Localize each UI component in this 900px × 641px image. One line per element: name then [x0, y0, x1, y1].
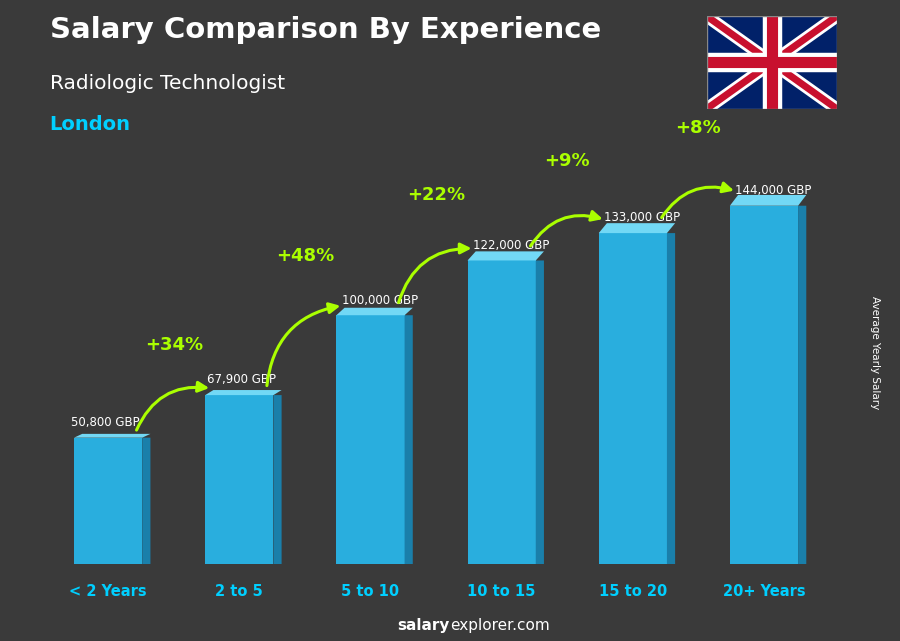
Text: 5 to 10: 5 to 10 — [341, 584, 400, 599]
Polygon shape — [667, 233, 675, 564]
Polygon shape — [142, 438, 150, 564]
Text: 100,000 GBP: 100,000 GBP — [342, 294, 418, 306]
Text: 144,000 GBP: 144,000 GBP — [735, 184, 812, 197]
FancyBboxPatch shape — [205, 395, 274, 564]
FancyBboxPatch shape — [730, 206, 798, 564]
Text: Radiologic Technologist: Radiologic Technologist — [50, 74, 284, 93]
Text: +9%: +9% — [544, 152, 590, 170]
Text: 67,900 GBP: 67,900 GBP — [206, 374, 275, 387]
FancyBboxPatch shape — [74, 438, 142, 564]
FancyBboxPatch shape — [598, 233, 667, 564]
Text: 15 to 20: 15 to 20 — [598, 584, 667, 599]
Text: +22%: +22% — [407, 185, 465, 204]
Polygon shape — [536, 260, 544, 564]
Text: 122,000 GBP: 122,000 GBP — [472, 238, 549, 252]
Text: +48%: +48% — [275, 247, 334, 265]
Text: Average Yearly Salary: Average Yearly Salary — [870, 296, 880, 409]
Polygon shape — [337, 308, 413, 315]
Text: 20+ Years: 20+ Years — [723, 584, 806, 599]
Text: +34%: +34% — [145, 335, 202, 353]
Text: salary: salary — [398, 619, 450, 633]
Polygon shape — [798, 206, 806, 564]
Text: 133,000 GBP: 133,000 GBP — [604, 212, 680, 224]
Text: 10 to 15: 10 to 15 — [467, 584, 536, 599]
Polygon shape — [598, 223, 675, 233]
Polygon shape — [468, 251, 544, 260]
Polygon shape — [74, 434, 150, 438]
FancyBboxPatch shape — [468, 260, 536, 564]
Polygon shape — [730, 195, 806, 206]
Text: +8%: +8% — [676, 119, 721, 137]
Polygon shape — [405, 315, 413, 564]
FancyBboxPatch shape — [337, 315, 405, 564]
Text: explorer.com: explorer.com — [450, 619, 550, 633]
Polygon shape — [274, 395, 282, 564]
Text: < 2 Years: < 2 Years — [69, 584, 147, 599]
Text: 50,800 GBP: 50,800 GBP — [71, 416, 140, 429]
Text: London: London — [50, 115, 130, 135]
Polygon shape — [205, 390, 282, 395]
Text: 2 to 5: 2 to 5 — [215, 584, 263, 599]
Text: Salary Comparison By Experience: Salary Comparison By Experience — [50, 16, 601, 44]
